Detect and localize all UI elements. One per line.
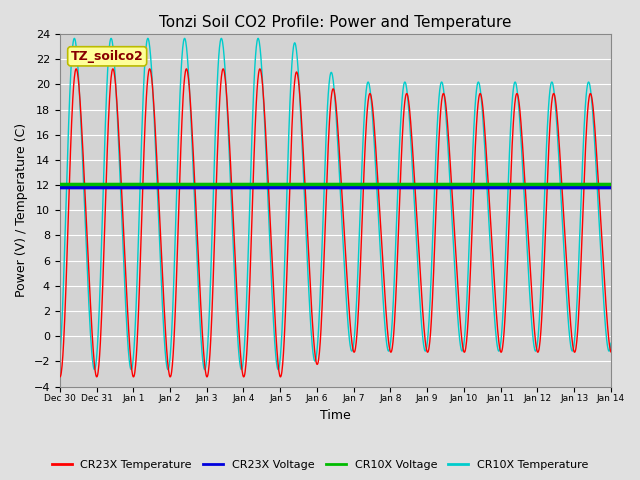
CR10X Voltage — [607, 181, 615, 187]
CR10X Temperature — [422, 348, 429, 354]
CR10X Voltage — [493, 181, 500, 187]
CR23X Voltage — [421, 185, 429, 191]
Line: CR23X Temperature: CR23X Temperature — [60, 69, 611, 377]
CR10X Voltage — [165, 181, 173, 187]
CR23X Temperature — [56, 374, 63, 380]
CR10X Voltage — [56, 181, 63, 187]
Text: TZ_soilco2: TZ_soilco2 — [71, 50, 143, 63]
CR23X Voltage — [179, 185, 186, 191]
X-axis label: Time: Time — [320, 409, 351, 422]
CR23X Voltage — [541, 185, 549, 191]
CR23X Temperature — [542, 208, 550, 214]
CR23X Voltage — [607, 185, 615, 191]
CR10X Temperature — [241, 343, 248, 349]
CR23X Temperature — [72, 66, 80, 72]
Title: Tonzi Soil CO2 Profile: Power and Temperature: Tonzi Soil CO2 Profile: Power and Temper… — [159, 15, 511, 30]
CR10X Temperature — [275, 367, 282, 372]
Y-axis label: Power (V) / Temperature (C): Power (V) / Temperature (C) — [15, 123, 28, 297]
CR23X Temperature — [166, 372, 173, 378]
CR23X Temperature — [179, 101, 187, 107]
CR10X Voltage — [541, 181, 549, 187]
Line: CR10X Temperature: CR10X Temperature — [60, 38, 611, 370]
CR23X Voltage — [240, 185, 248, 191]
CR23X Temperature — [276, 374, 284, 380]
CR10X Voltage — [179, 181, 186, 187]
CR10X Temperature — [56, 355, 63, 361]
CR10X Voltage — [240, 181, 248, 187]
CR10X Temperature — [607, 340, 615, 346]
CR10X Voltage — [421, 181, 429, 187]
CR10X Temperature — [542, 149, 550, 155]
CR23X Voltage — [56, 185, 63, 191]
CR10X Temperature — [166, 362, 173, 368]
CR23X Temperature — [241, 373, 248, 379]
CR23X Voltage — [493, 185, 500, 191]
CR10X Temperature — [108, 36, 115, 41]
CR10X Temperature — [179, 45, 187, 50]
Legend: CR23X Temperature, CR23X Voltage, CR10X Voltage, CR10X Temperature: CR23X Temperature, CR23X Voltage, CR10X … — [47, 456, 593, 474]
CR23X Temperature — [607, 349, 615, 355]
CR10X Temperature — [493, 345, 501, 351]
CR23X Temperature — [493, 326, 501, 332]
CR23X Temperature — [422, 341, 429, 347]
CR23X Voltage — [165, 185, 173, 191]
